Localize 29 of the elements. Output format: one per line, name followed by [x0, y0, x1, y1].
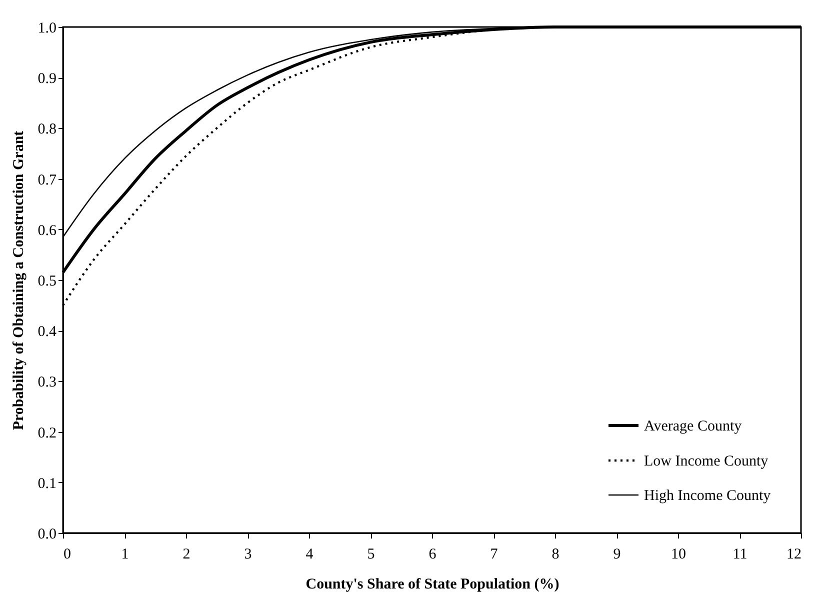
- legend-label: Average County: [644, 418, 742, 434]
- y-tick-label: 0.5: [38, 274, 56, 290]
- x-tick-label: 3: [244, 546, 252, 562]
- x-tick-label: 5: [367, 546, 375, 562]
- y-tick-label: 0.2: [38, 425, 56, 442]
- x-tick-label: 7: [490, 546, 498, 562]
- x-tick-label: 2: [182, 546, 190, 562]
- y-tick-label: 0.4: [38, 324, 57, 340]
- x-axis-title: County's Share of State Population (%): [306, 576, 560, 592]
- x-tick-label: 8: [552, 546, 560, 562]
- x-tick-label: 4: [306, 546, 314, 562]
- x-tick-label: 6: [428, 546, 437, 562]
- y-tick-label: 0.7: [38, 172, 57, 188]
- x-tick-label: 9: [613, 546, 621, 562]
- x-tick-label: 12: [786, 546, 802, 562]
- x-tick-label: 11: [732, 546, 748, 562]
- x-tick-label: 1: [121, 546, 129, 562]
- y-tick-label: 0.9: [38, 71, 56, 88]
- y-tick-label: 1.0: [38, 20, 56, 36]
- y-tick-label: 0.3: [38, 374, 56, 391]
- legend-label: Low Income County: [644, 454, 769, 470]
- y-tick-label: 0.8: [38, 122, 56, 138]
- x-tick-label: 10: [671, 546, 686, 562]
- legend-label: High Income County: [644, 488, 772, 504]
- y-tick-label: 0.1: [38, 476, 56, 492]
- x-tick-label: 0: [64, 546, 71, 562]
- y-tick-label: 0.6: [38, 222, 57, 239]
- y-axis-title: Probability of Obtaining a Construction Grant: [10, 130, 27, 430]
- y-tick-label: 0.0: [38, 526, 56, 542]
